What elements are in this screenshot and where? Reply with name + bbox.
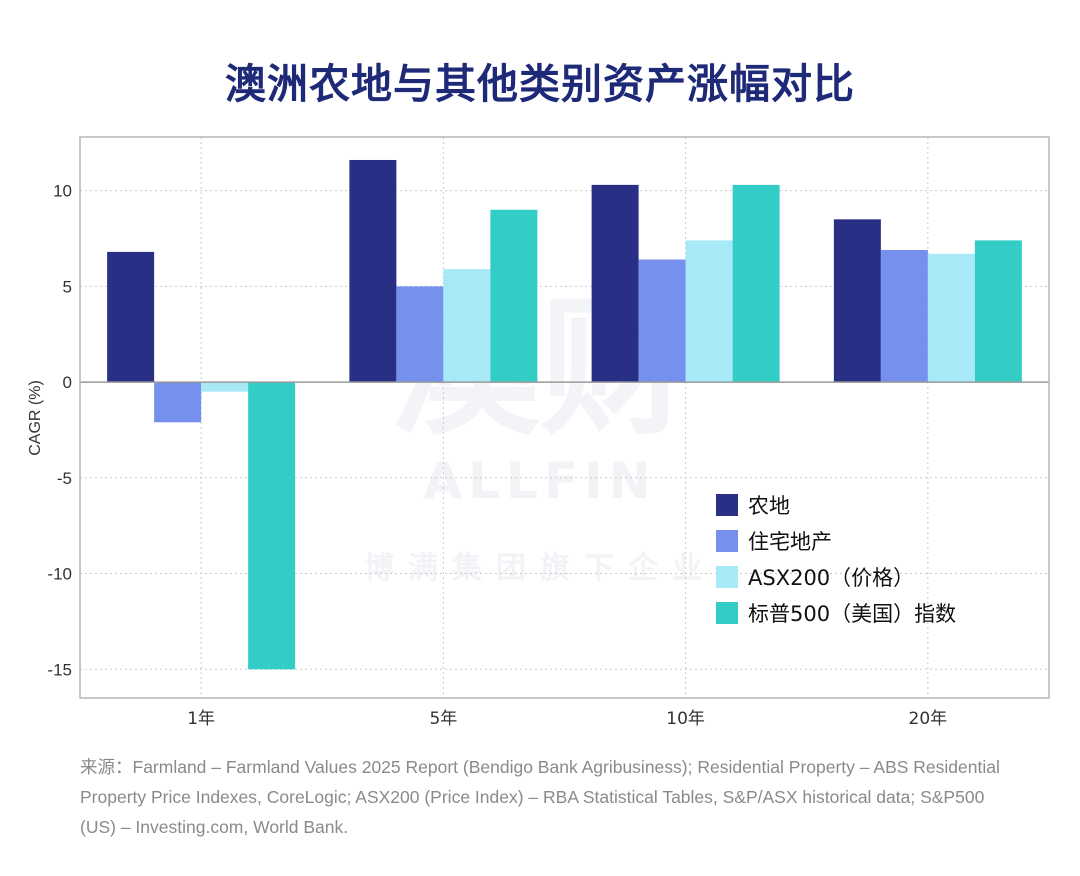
- y-tick-label: 10: [53, 182, 72, 201]
- bar: [154, 382, 202, 423]
- legend-label: ASX200（价格）: [748, 566, 914, 590]
- bar: [927, 253, 975, 383]
- y-tick-label: 0: [63, 373, 72, 392]
- y-tick-label: 5: [63, 277, 72, 296]
- bar: [685, 240, 733, 383]
- legend-label: 农地: [748, 494, 790, 518]
- bar: [248, 382, 296, 670]
- x-tick-label: 5年: [429, 709, 457, 729]
- x-tick-label: 1年: [187, 709, 215, 729]
- bar: [107, 251, 155, 383]
- bar: [833, 219, 881, 383]
- chart-title: 澳洲农地与其他类别资产涨幅对比: [225, 60, 855, 108]
- x-tick-label: 10年: [666, 709, 705, 729]
- bar: [591, 184, 639, 383]
- legend-swatch: [716, 602, 738, 624]
- bar: [732, 184, 780, 383]
- watermark-brand: ALLFIN: [423, 452, 656, 510]
- bar: [349, 159, 397, 383]
- bar: [201, 382, 249, 392]
- y-axis-label: CAGR (%): [27, 380, 44, 456]
- y-tick-label: -10: [47, 565, 72, 584]
- x-tick-label: 20年: [909, 709, 948, 729]
- y-tick-label: -15: [47, 660, 72, 679]
- legend-swatch: [716, 566, 738, 588]
- legend-label: 标普500（美国）指数: [748, 602, 956, 626]
- bar: [880, 249, 928, 383]
- legend-swatch: [716, 530, 738, 552]
- plot-frame: [79, 136, 1050, 699]
- bar: [490, 209, 538, 383]
- source-note: 来源：Farmland – Farmland Values 2025 Repor…: [80, 757, 1000, 837]
- legend-swatch: [716, 494, 738, 516]
- bar: [974, 240, 1022, 383]
- y-tick-label: -5: [57, 469, 72, 488]
- bar: [638, 259, 686, 383]
- bar: [443, 269, 491, 383]
- watermark-subtitle: 博满集团旗下企业: [364, 551, 716, 586]
- bar: [396, 286, 444, 383]
- legend-label: 住宅地产: [748, 530, 832, 554]
